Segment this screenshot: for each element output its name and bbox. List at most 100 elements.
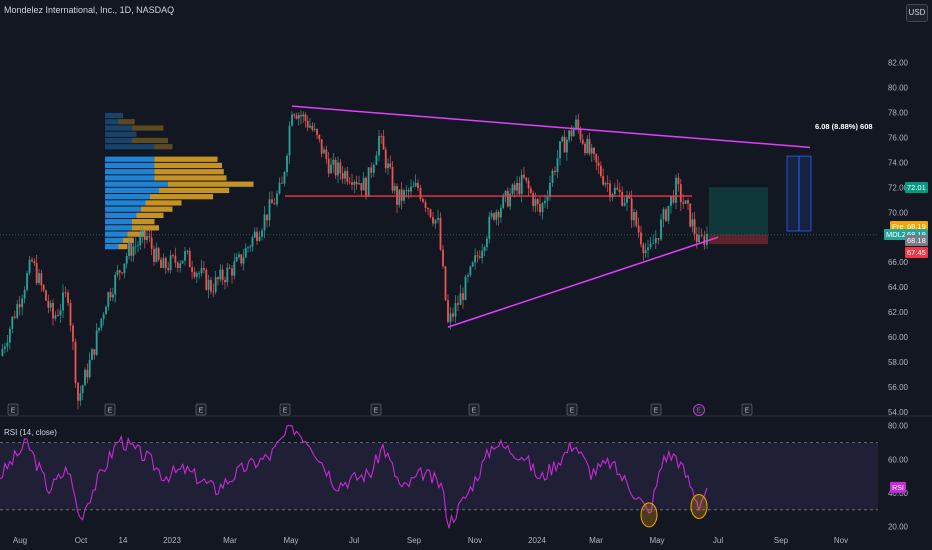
candle-body: [454, 303, 457, 317]
candle-body: [268, 199, 271, 221]
candle-body: [228, 267, 231, 269]
candle-body: [478, 256, 481, 258]
volume-profile-down-bar: [123, 237, 134, 243]
candle-body: [200, 268, 203, 274]
candle-body: [109, 292, 112, 298]
candle-body: [271, 199, 273, 204]
candle-body: [672, 195, 675, 203]
volume-profile-down-bar: [132, 219, 155, 225]
candle-body: [362, 177, 365, 191]
candle-body: [588, 139, 591, 154]
candle-body: [288, 125, 291, 156]
candle-body: [221, 269, 224, 281]
rsi-value-badge-label: RSI: [892, 485, 904, 492]
candle-body: [18, 304, 21, 308]
candle-body: [205, 269, 208, 290]
candle-body: [293, 114, 296, 116]
candle-body: [348, 181, 351, 183]
candle-body: [682, 202, 685, 204]
candle-body: [93, 349, 96, 355]
candle-body: [570, 130, 573, 137]
candle-body: [334, 159, 337, 176]
candle-body: [604, 183, 607, 185]
volume-profile-down-bar: [127, 231, 146, 237]
candle-body: [462, 293, 464, 300]
candle-body: [618, 189, 621, 192]
earnings-marker-icon: E: [468, 403, 480, 416]
volume-profile-up-bar: [105, 162, 155, 169]
close-price-badge: 68.18: [905, 234, 928, 246]
candle-body: [226, 267, 229, 283]
candle-body: [191, 267, 193, 272]
candle-body: [520, 174, 523, 194]
candle-body: [148, 236, 151, 238]
candle-body: [11, 316, 14, 329]
candle-body: [518, 183, 521, 194]
candle-body: [54, 315, 57, 319]
candle-body: [353, 181, 356, 185]
candle-body: [370, 167, 373, 173]
candle-body: [233, 261, 236, 276]
candle-body: [539, 203, 541, 213]
candle-body: [309, 125, 311, 128]
volume-profile-down-bar: [154, 175, 227, 181]
y-tick-label: 64.00: [888, 283, 909, 292]
earnings-marker-icon: E: [650, 403, 662, 416]
candle-body: [49, 303, 52, 308]
candle-body: [532, 193, 535, 207]
candle-body: [123, 263, 126, 274]
candle-body: [452, 313, 454, 317]
candle-body: [59, 310, 62, 316]
candle-body: [203, 268, 205, 270]
candle-body: [23, 290, 26, 299]
candle-body: [616, 187, 619, 190]
candle-body: [654, 238, 657, 244]
candle-body: [330, 164, 332, 174]
candle-body: [134, 245, 137, 247]
x-tick-label: Jul: [349, 536, 359, 545]
measure-label: 6.08 (8.88%) 608: [815, 122, 873, 131]
y-tick-label: 80.00: [888, 83, 909, 92]
candle-body: [249, 246, 252, 248]
y-tick-label: 62.00: [888, 308, 909, 317]
candle-body: [513, 184, 516, 191]
candle-body: [358, 183, 360, 185]
x-tick-label: May: [283, 536, 298, 545]
candle-body: [102, 314, 105, 319]
candle-body: [130, 241, 133, 256]
candle-body: [365, 177, 367, 197]
currency-button[interactable]: USD: [906, 4, 928, 22]
candle-body: [590, 147, 593, 154]
candle-body: [346, 170, 349, 182]
candle-body: [188, 250, 191, 268]
rsi-legend[interactable]: RSI (14, close): [4, 428, 57, 437]
volume-profile-down-bar: [154, 169, 224, 175]
candle-body: [297, 114, 300, 119]
x-tick-label: Mar: [589, 536, 603, 545]
premarket-price-badge: 68.19: [905, 221, 928, 233]
volume-profile-up-bar: [105, 119, 119, 125]
candle-body: [344, 170, 346, 179]
candle-body: [251, 237, 254, 247]
candle-body: [291, 114, 293, 126]
x-tick-label: 2023: [163, 536, 181, 545]
lower-trendline: [447, 236, 719, 328]
candle-body: [355, 181, 358, 185]
candle-body: [389, 163, 392, 168]
candle-body: [57, 315, 59, 317]
volume-profile-up-bar: [105, 200, 146, 206]
candle-body: [100, 318, 103, 328]
candle-body: [327, 158, 330, 174]
candle-body: [665, 209, 667, 221]
candle-body: [193, 271, 196, 277]
volume-profile-down-bar: [154, 144, 173, 150]
candle-body: [247, 247, 249, 249]
candle-body: [195, 273, 198, 277]
candle-body: [306, 120, 309, 128]
candle-body: [6, 342, 9, 347]
candle-body: [155, 248, 158, 262]
candle-body: [427, 207, 429, 210]
candle-body: [176, 262, 179, 268]
earnings-marker-icon: E: [7, 403, 19, 416]
